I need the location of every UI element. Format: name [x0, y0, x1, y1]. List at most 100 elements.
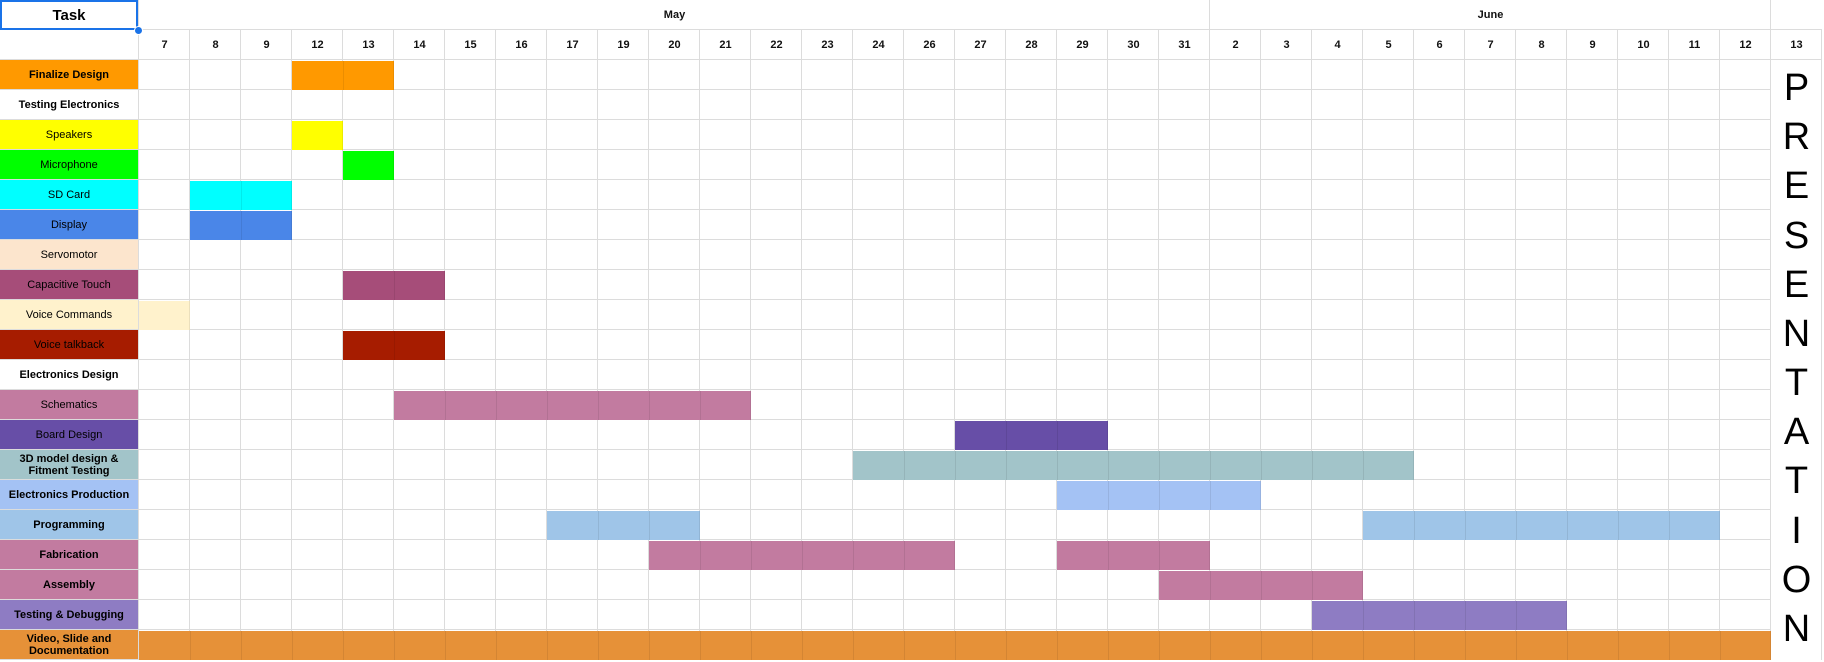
bar-cell-divider: [1516, 631, 1517, 660]
day-header: 17: [566, 39, 579, 51]
task-bar[interactable]: [853, 451, 1414, 480]
task-bar[interactable]: [394, 391, 751, 420]
bar-cell-divider: [598, 511, 599, 540]
task-label[interactable]: Assembly: [0, 570, 138, 600]
day-header: 7: [1487, 39, 1494, 51]
task-label[interactable]: Voice Commands: [0, 300, 138, 330]
task-bar[interactable]: [343, 271, 445, 300]
bar-cell-divider: [598, 391, 599, 420]
task-label[interactable]: Servomotor: [0, 240, 138, 270]
bar-cell-divider: [904, 451, 905, 480]
task-label[interactable]: Electronics Production: [0, 480, 138, 510]
bar-cell-divider: [1057, 421, 1058, 450]
bar-cell-divider: [445, 391, 446, 420]
bar-cell-divider: [1465, 511, 1466, 540]
task-bar[interactable]: [1312, 601, 1567, 630]
task-bar[interactable]: [343, 151, 394, 180]
task-label[interactable]: 3D model design & Fitment Testing: [0, 450, 138, 480]
bar-cell-divider: [1210, 571, 1211, 600]
presentation-letter: E: [1783, 263, 1810, 306]
day-header: 27: [974, 39, 987, 51]
presentation-letter: I: [1791, 509, 1802, 552]
task-label[interactable]: Testing & Debugging: [0, 600, 138, 630]
task-column-header[interactable]: Task: [0, 0, 138, 30]
task-label[interactable]: Display: [0, 210, 138, 240]
day-header: 7: [161, 39, 168, 51]
bar-cell-divider: [751, 631, 752, 660]
day-header: 10: [1637, 39, 1650, 51]
bar-cell-divider: [1261, 571, 1262, 600]
bar-cell-divider: [394, 271, 395, 300]
bar-cell-divider: [1363, 451, 1364, 480]
bar-cell-divider: [751, 541, 752, 570]
task-bar[interactable]: [292, 61, 394, 90]
task-label[interactable]: Capacitive Touch: [0, 270, 138, 300]
bar-cell-divider: [343, 61, 344, 90]
task-label[interactable]: Programming: [0, 510, 138, 540]
task-bar[interactable]: [955, 421, 1108, 450]
bar-cell-divider: [1108, 541, 1109, 570]
bar-cell-divider: [1261, 451, 1262, 480]
bar-cell-divider: [1210, 631, 1211, 660]
task-bar[interactable]: [1159, 571, 1363, 600]
task-bar[interactable]: [139, 301, 190, 330]
task-label[interactable]: Voice talkback: [0, 330, 138, 360]
bar-cell-divider: [1006, 631, 1007, 660]
task-bar[interactable]: [139, 631, 1771, 660]
bar-cell-divider: [241, 631, 242, 660]
bar-cell-divider: [1669, 511, 1670, 540]
day-header: 26: [923, 39, 936, 51]
bar-cell-divider: [1210, 451, 1211, 480]
task-bar[interactable]: [1057, 541, 1210, 570]
bar-cell-divider: [1312, 571, 1313, 600]
grid-row-line: [0, 599, 1822, 600]
grid-column-line: [1617, 30, 1618, 660]
task-label[interactable]: Speakers: [0, 120, 138, 150]
bar-cell-divider: [445, 631, 446, 660]
presentation-letter: E: [1783, 165, 1810, 208]
task-label[interactable]: Schematics: [0, 390, 138, 420]
day-header: 12: [1739, 39, 1752, 51]
selection-handle-icon[interactable]: [134, 26, 143, 35]
task-label[interactable]: Board Design: [0, 420, 138, 450]
task-bar[interactable]: [343, 331, 445, 360]
month-header-may: May: [663, 9, 686, 21]
bar-cell-divider: [649, 391, 650, 420]
grid-row-line: [0, 509, 1822, 510]
bar-cell-divider: [1159, 451, 1160, 480]
grid-row-line: [0, 269, 1822, 270]
bar-cell-divider: [955, 451, 956, 480]
bar-cell-divider: [394, 631, 395, 660]
task-bar[interactable]: [649, 541, 955, 570]
bar-cell-divider: [1006, 451, 1007, 480]
task-label[interactable]: Testing Electronics: [0, 90, 138, 120]
task-label[interactable]: Electronics Design: [0, 360, 138, 390]
day-header: 12: [311, 39, 324, 51]
task-label[interactable]: SD Card: [0, 180, 138, 210]
presentation-letter: A: [1783, 411, 1810, 454]
grid-column-line: [1311, 30, 1312, 660]
task-label[interactable]: Microphone: [0, 150, 138, 180]
task-bar[interactable]: [292, 121, 343, 150]
task-label[interactable]: Finalize Design: [0, 60, 138, 90]
bar-cell-divider: [1057, 451, 1058, 480]
day-header: 14: [413, 39, 426, 51]
bar-cell-divider: [1414, 511, 1415, 540]
bar-cell-divider: [1210, 481, 1211, 510]
grid-row-line: [0, 359, 1822, 360]
task-label[interactable]: Video, Slide and Documentation: [0, 630, 138, 660]
bar-cell-divider: [1312, 451, 1313, 480]
task-bar[interactable]: [1057, 481, 1261, 510]
task-bar[interactable]: [190, 211, 292, 240]
grid-column-line: [1566, 30, 1567, 660]
task-bar[interactable]: [547, 511, 700, 540]
grid-column-line: [1719, 30, 1720, 660]
presentation-letter: R: [1782, 116, 1811, 159]
task-label[interactable]: Fabrication: [0, 540, 138, 570]
task-bar[interactable]: [1363, 511, 1720, 540]
day-header: 19: [617, 39, 630, 51]
bar-cell-divider: [1159, 541, 1160, 570]
task-column-divider: [138, 0, 139, 660]
task-bar[interactable]: [190, 181, 292, 210]
